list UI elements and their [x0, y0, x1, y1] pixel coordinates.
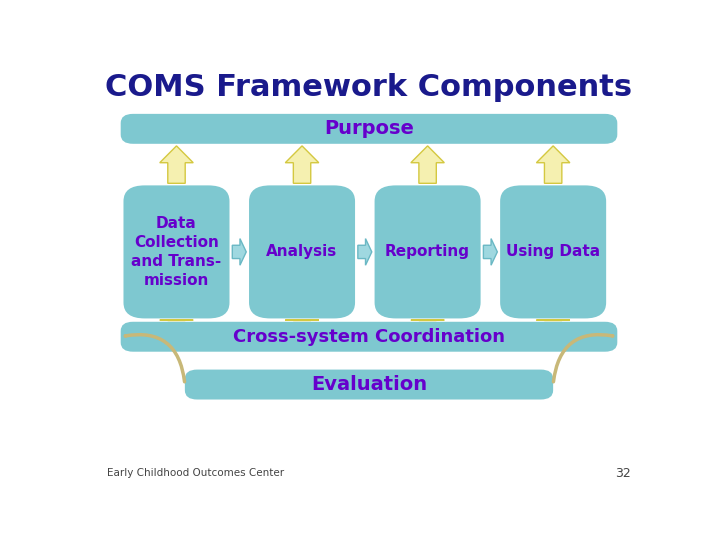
Polygon shape	[285, 320, 319, 321]
FancyBboxPatch shape	[124, 185, 230, 319]
FancyBboxPatch shape	[500, 185, 606, 319]
Polygon shape	[411, 146, 444, 183]
Text: Data
Collection
and Trans-
mission: Data Collection and Trans- mission	[131, 215, 222, 288]
Text: Purpose: Purpose	[324, 119, 414, 138]
FancyBboxPatch shape	[374, 185, 481, 319]
Polygon shape	[160, 320, 193, 321]
Polygon shape	[160, 146, 193, 183]
Text: Reporting: Reporting	[385, 245, 470, 259]
Polygon shape	[483, 239, 498, 265]
FancyBboxPatch shape	[249, 185, 355, 319]
Text: Early Childhood Outcomes Center: Early Childhood Outcomes Center	[107, 468, 284, 478]
Polygon shape	[536, 146, 570, 183]
Polygon shape	[285, 146, 319, 183]
Polygon shape	[358, 239, 372, 265]
Text: COMS Framework Components: COMS Framework Components	[105, 73, 633, 102]
Text: Using Data: Using Data	[506, 245, 600, 259]
Polygon shape	[536, 320, 570, 321]
FancyArrowPatch shape	[125, 335, 184, 382]
FancyBboxPatch shape	[185, 369, 553, 400]
FancyBboxPatch shape	[121, 322, 617, 352]
Text: Cross-system Coordination: Cross-system Coordination	[233, 328, 505, 346]
Text: Evaluation: Evaluation	[311, 375, 427, 394]
FancyBboxPatch shape	[121, 114, 617, 144]
Text: Analysis: Analysis	[266, 245, 338, 259]
FancyArrowPatch shape	[554, 335, 613, 382]
Polygon shape	[411, 320, 444, 321]
Text: 32: 32	[616, 467, 631, 480]
Polygon shape	[233, 239, 246, 265]
